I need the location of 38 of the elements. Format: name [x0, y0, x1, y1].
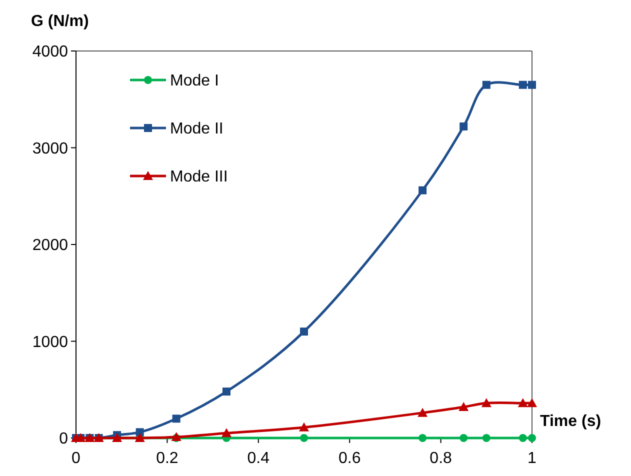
point: [418, 186, 427, 194]
x-tick-label: 0.6: [338, 450, 361, 467]
y-axis-title: G (N/m): [31, 13, 89, 30]
x-axis-title: Time (s): [540, 413, 602, 430]
x-tick-label: 0.8: [430, 450, 452, 467]
point: [518, 398, 528, 408]
point: [221, 428, 232, 438]
point: [460, 122, 468, 130]
point: [460, 434, 468, 442]
point: [300, 328, 308, 336]
point: [528, 80, 536, 89]
point: [528, 434, 536, 442]
point: [418, 408, 428, 417]
point: [482, 80, 490, 89]
legend-label: Mode II: [170, 120, 224, 138]
point: [299, 422, 309, 432]
legend-label: Mode I: [170, 72, 219, 90]
point: [481, 398, 492, 408]
point: [518, 434, 527, 442]
point: [136, 428, 144, 436]
x-tick-label: 0.2: [156, 450, 178, 467]
point: [482, 434, 490, 442]
legend-label: Mode III: [170, 168, 228, 186]
point: [222, 388, 230, 396]
y-tick-label: 0: [59, 430, 68, 448]
y-tick-label: 1000: [32, 334, 68, 351]
point: [300, 434, 308, 442]
point: [458, 402, 469, 412]
y-tick-label: 4000: [32, 44, 68, 61]
point: [527, 398, 537, 408]
x-tick-label: 0: [72, 450, 81, 467]
point: [418, 434, 427, 442]
point: [518, 80, 527, 89]
x-tick-label: 0.4: [247, 450, 270, 467]
y-tick-label: 3000: [32, 140, 68, 158]
point: [172, 414, 180, 423]
x-tick-label: 1: [528, 450, 537, 467]
y-tick-label: 2000: [32, 237, 68, 254]
